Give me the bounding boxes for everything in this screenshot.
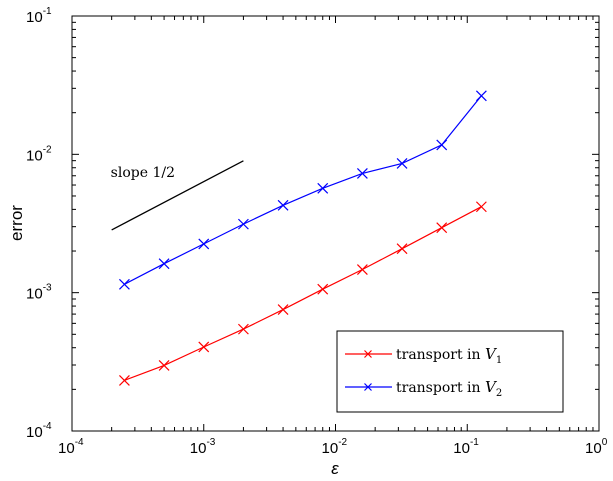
data-series bbox=[119, 90, 487, 386]
series-line bbox=[124, 206, 482, 381]
data-point-marker bbox=[277, 199, 289, 211]
data-point-marker bbox=[317, 182, 329, 194]
data-point-marker bbox=[198, 341, 210, 353]
data-point-marker bbox=[158, 359, 170, 371]
axis-tick-labels: 10-4 10-3 10-2 10-1 100 10-4 10-3 10-2 10-1 bbox=[26, 6, 608, 457]
legend-swatch-marker bbox=[364, 350, 372, 358]
data-point-marker bbox=[475, 201, 487, 213]
x-tick-label: 10-3 bbox=[190, 437, 216, 457]
data-point-marker bbox=[396, 243, 408, 255]
slope-reference-line bbox=[111, 160, 244, 231]
x-tick-label: 10-1 bbox=[453, 437, 479, 457]
series-2 bbox=[119, 90, 487, 290]
legend: transport in V1 transport in V2 bbox=[336, 330, 564, 413]
series-1 bbox=[119, 201, 487, 386]
data-point-marker bbox=[237, 218, 249, 230]
data-point-marker bbox=[158, 258, 170, 270]
y-tick-label: 10-3 bbox=[26, 283, 52, 303]
x-tick-label: 100 bbox=[585, 437, 608, 457]
data-point-marker bbox=[119, 278, 130, 290]
legend-label: transport in V2 bbox=[396, 378, 502, 399]
slope-label: slope 1/2 bbox=[111, 165, 175, 181]
x-axis-label: ε bbox=[331, 459, 339, 478]
axis-ticks bbox=[71, 16, 599, 432]
data-point-marker bbox=[277, 304, 289, 315]
y-axis-label: error bbox=[7, 205, 26, 241]
legend-label: transport in V1 bbox=[396, 345, 502, 366]
data-point-marker bbox=[436, 222, 448, 234]
legend-item-2: transport in V2 bbox=[345, 378, 502, 399]
data-point-marker bbox=[237, 323, 249, 335]
series-line bbox=[124, 95, 482, 285]
data-point-marker bbox=[119, 375, 130, 386]
y-tick-label: 10-1 bbox=[26, 6, 52, 26]
data-point-marker bbox=[356, 264, 368, 275]
y-tick-label: 10-2 bbox=[26, 144, 52, 164]
data-point-marker bbox=[317, 283, 329, 295]
data-point-marker bbox=[356, 167, 368, 179]
legend-box bbox=[336, 330, 564, 413]
legend-swatch-marker bbox=[364, 383, 372, 391]
slope-annotation: slope 1/2 bbox=[111, 160, 244, 231]
data-point-marker bbox=[198, 238, 210, 250]
data-point-marker bbox=[436, 139, 448, 151]
y-tick-label: 10-4 bbox=[26, 421, 52, 441]
data-point-marker bbox=[396, 157, 408, 169]
x-tick-label: 10-2 bbox=[322, 437, 348, 457]
data-point-marker bbox=[475, 90, 487, 102]
x-tick-label: 10-4 bbox=[58, 437, 84, 457]
legend-item-1: transport in V1 bbox=[345, 345, 502, 366]
